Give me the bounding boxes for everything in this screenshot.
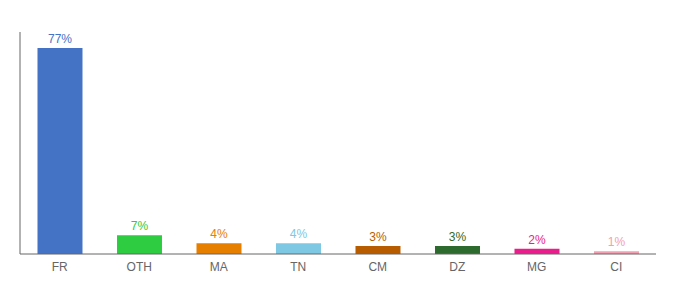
- svg-text:CI: CI: [610, 260, 622, 274]
- svg-text:MA: MA: [210, 260, 228, 274]
- svg-text:3%: 3%: [369, 230, 387, 244]
- svg-text:FR: FR: [52, 260, 68, 274]
- svg-text:2%: 2%: [528, 233, 546, 247]
- svg-text:CM: CM: [368, 260, 387, 274]
- svg-text:TN: TN: [290, 260, 306, 274]
- svg-text:MG: MG: [527, 260, 546, 274]
- svg-text:77%: 77%: [48, 32, 72, 46]
- svg-text:DZ: DZ: [449, 260, 465, 274]
- svg-text:OTH: OTH: [127, 260, 152, 274]
- svg-text:4%: 4%: [210, 227, 228, 241]
- svg-text:1%: 1%: [608, 235, 626, 249]
- svg-text:3%: 3%: [449, 230, 467, 244]
- svg-text:7%: 7%: [131, 219, 149, 233]
- svg-text:4%: 4%: [290, 227, 308, 241]
